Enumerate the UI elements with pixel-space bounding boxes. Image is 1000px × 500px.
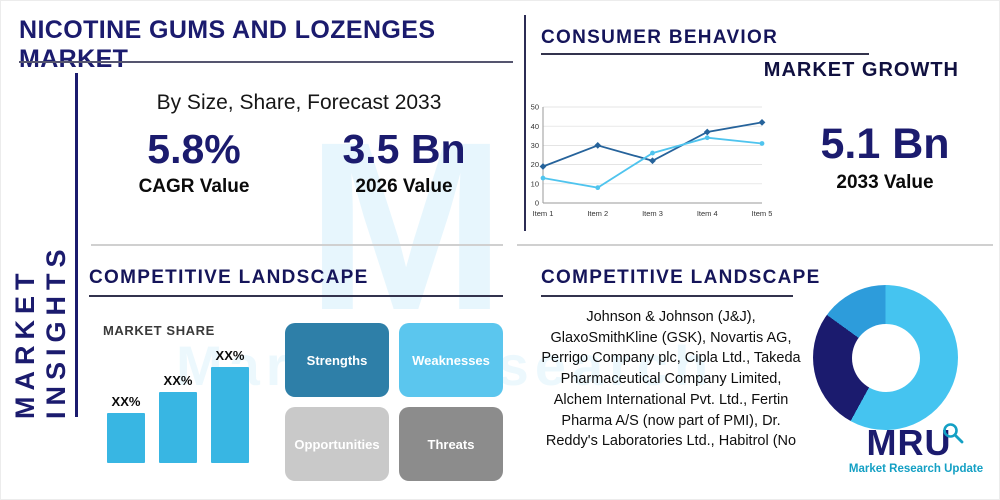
market-share-bar: XX% [107,394,145,463]
competitive-landscape-left-underline [89,295,503,297]
market-growth-heading: MARKET GROWTH [763,59,959,81]
svg-text:50: 50 [531,103,539,112]
value-2033: 5.1 Bn [820,120,950,168]
swot-threats: Threats [399,407,503,481]
svg-text:0: 0 [535,199,539,208]
companies-list: Johnson & Johnson (J&J), GlaxoSmithKline… [541,309,801,450]
market-share-bar: XX% [211,348,249,463]
title-underline [19,61,513,63]
market-growth-chart: 0 10 20 30 40 50 Item 1 Item 2 Item 3 Item 4 Item … [531,103,772,218]
swot-grid: Strengths Weaknesses Opportunities Threats [285,323,503,481]
stats-row: 5.8% CAGR Value 3.5 Bn 2026 Value [89,126,509,198]
bar-value-label: XX% [215,348,245,363]
market-share-bar: XX% [159,373,197,463]
stat-cagr: 5.8% CAGR Value [89,126,299,198]
donut-hole [851,323,920,392]
watermark-letter: M [306,92,506,360]
consumer-behavior-heading: CONSUMER BEHAVIOR [541,27,779,48]
horizontal-divider-left [91,244,503,246]
value-2026: 3.5 Bn [342,126,466,172]
bar-rect [159,392,197,463]
horizontal-divider-right [517,244,993,246]
svg-text:Item 5: Item 5 [752,209,772,218]
market-share-chart: XX% XX% XX% [107,345,267,463]
svg-text:Item 3: Item 3 [642,209,663,218]
mru-logo-text: MRU [866,422,952,463]
svg-text:Item 1: Item 1 [533,209,554,218]
svg-text:Item 4: Item 4 [697,209,718,218]
swot-strengths: Strengths [285,323,389,397]
mru-logo-tagline: Market Research Update [848,463,984,475]
magnifier-icon [943,423,964,444]
swot-weaknesses: Weaknesses [399,323,503,397]
vertical-section-divider [524,15,526,231]
label-2033: 2033 Value [836,172,934,194]
svg-text:40: 40 [531,122,539,131]
donut-chart [813,285,958,430]
competitive-landscape-right-heading: COMPETITIVE LANDSCAPE [541,267,821,288]
cagr-label: CAGR Value [138,176,250,198]
svg-text:Item 2: Item 2 [587,209,608,218]
svg-text:30: 30 [531,141,539,150]
mru-logo-row: MRU [837,422,995,463]
page-title: NICOTINE GUMS AND LOZENGES MARKET [19,16,436,73]
cagr-value: 5.8% [147,126,241,172]
label-2026: 2026 Value [355,176,453,198]
bar-value-label: XX% [111,394,141,409]
bar-value-label: XX% [163,373,193,388]
page-subtitle: By Size, Share, Forecast 2033 [156,91,442,114]
consumer-behavior-underline [541,53,869,55]
swot-opportunities: Opportunities [285,407,389,481]
bar-rect [107,413,145,463]
sidebar-vertical-label: MARKET INSIGHTS [10,243,71,419]
stat-2033: 5.1 Bn 2033 Value [789,120,981,194]
sidebar-divider-line [75,73,78,417]
stat-2026: 3.5 Bn 2026 Value [299,126,509,198]
svg-text:10: 10 [531,179,539,188]
bar-rect [211,367,249,463]
competitive-landscape-right-underline [541,295,793,297]
competitive-landscape-left-heading: COMPETITIVE LANDSCAPE [89,267,369,288]
svg-text:20: 20 [531,160,539,169]
market-share-label: MARKET SHARE [103,323,215,338]
mru-logo: MRU Market Research Update [837,422,995,475]
